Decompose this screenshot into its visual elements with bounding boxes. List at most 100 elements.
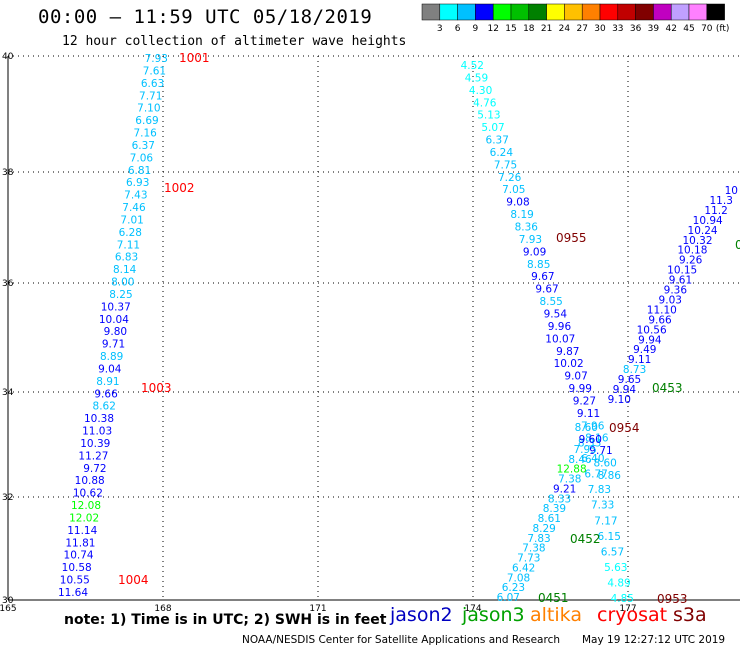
wave-height-value: 6.15 (598, 531, 621, 543)
wave-height-value: 8.60 (593, 458, 616, 470)
legend-cryosat: cryosat (597, 604, 668, 626)
legend-swatch (635, 3, 654, 21)
wave-height-value: 9.80 (104, 326, 127, 338)
wave-height-value: 12.02 (69, 512, 99, 524)
wave-height-value: 9.94 (613, 384, 637, 396)
wave-height-value: 8.62 (93, 401, 116, 413)
legend-tick: 3 (437, 24, 443, 34)
wave-height-value: 7.05 (502, 184, 525, 196)
latitude-label: 36 (2, 279, 14, 289)
wave-height-value: 11.64 (58, 587, 88, 599)
wave-height-value: 7.17 (594, 515, 617, 527)
wave-height-value: 9.94 (638, 334, 662, 346)
wave-height-value: 5.07 (481, 122, 504, 134)
wave-height-value: 7.96 (581, 420, 605, 432)
page-title: 00:00 – 11:59 UTC 05/18/2019 (38, 6, 373, 28)
credit-line: NOAA/NESDIS Center for Satellite Applica… (242, 634, 560, 646)
wave-height-value: 7.33 (591, 500, 614, 512)
wave-height-value: 8.39 (543, 503, 566, 515)
wave-height-value: 10.18 (677, 245, 707, 257)
wave-height-value: 9.03 (659, 294, 682, 306)
generation-timestamp: May 19 12:27:12 UTC 2019 (582, 634, 726, 646)
wave-height-value: 10.04 (99, 314, 129, 326)
wave-height-value: 9.96 (548, 321, 572, 333)
satellite-tracks: 7.937.616.637.717.106.697.166.377.066.81… (58, 53, 738, 605)
wave-height-value: 7.38 (522, 543, 545, 555)
legend-swatch (599, 3, 619, 21)
wave-height-value: 8.55 (539, 296, 562, 308)
legend-tick: 21 (541, 24, 552, 34)
wave-height-value: 10.02 (554, 358, 584, 370)
wave-height-value: 8.85 (527, 259, 550, 271)
longitude-label: 174 (464, 604, 481, 614)
wave-height-value: 10.58 (62, 562, 92, 574)
wave-height-value: 10.38 (84, 413, 114, 425)
wave-height-value: 9.11 (628, 354, 651, 366)
longitude-label: 168 (154, 604, 171, 614)
wave-height-value: 11.3 (710, 195, 733, 207)
latitude-label: 32 (2, 493, 13, 503)
legend-tick: 70 (701, 24, 713, 34)
pass-time-label: 1002 (164, 181, 195, 195)
longitude-label: 177 (619, 604, 636, 614)
wave-height-value: 9.09 (523, 246, 546, 258)
pass-time-label: 0954 (609, 421, 640, 435)
wave-height-value: 8.14 (113, 264, 137, 276)
pass-time-label: 0451 (538, 591, 569, 605)
wave-height-value: 10.07 (545, 333, 575, 345)
footnote: note: 1) Time is in UTC; 2) SWH is in fe… (64, 612, 387, 628)
wave-height-value: 9.61 (669, 275, 692, 287)
wave-height-value: 11.14 (67, 525, 97, 537)
legend-swatch (546, 3, 565, 21)
wave-height-value: 7.46 (122, 202, 146, 214)
legend-swatch (475, 3, 494, 21)
wave-height-value: 10.62 (73, 488, 103, 500)
legend-swatch (492, 3, 512, 21)
wave-height-value: 8.36 (515, 222, 539, 234)
wave-height-value: 8.86 (598, 470, 622, 482)
wave-height-value: 9.66 (648, 314, 672, 326)
wave-height-value: 7.16 (133, 128, 157, 140)
wave-height-value: 10.94 (693, 215, 723, 227)
latitude-label: 34 (2, 388, 14, 398)
pass-time-label: 0452 (570, 532, 601, 546)
wave-height-value: 6.28 (119, 227, 142, 239)
pass-time-label: 1003 (141, 381, 172, 395)
wave-height-value: 7.71 (139, 90, 162, 102)
wave-height-value: 9.07 (564, 371, 587, 383)
legend-swatch (581, 3, 601, 21)
wave-height-value: 9.67 (531, 271, 554, 283)
legend-swatch (688, 3, 708, 21)
wave-height-value: 8.89 (100, 351, 123, 363)
legend-tick: 6 (455, 24, 461, 34)
wave-height-value: 9.72 (83, 463, 106, 475)
pass-time-label: 1001 (179, 51, 210, 65)
wave-height-value: 7.06 (130, 152, 154, 164)
wave-height-value: 4.59 (465, 72, 488, 84)
wave-height-value: 10.88 (75, 475, 105, 487)
wave-height-value: 6.69 (135, 115, 158, 127)
wave-height-value: 5.63 (604, 562, 627, 574)
wave-height-value: 6.77 (584, 469, 607, 481)
wave-height-value: 6.23 (502, 582, 525, 594)
wave-height-value: 10.56 (637, 324, 667, 336)
wave-height-value: 9.65 (618, 374, 641, 386)
page-subtitle: 12 hour collection of altimeter wave hei… (62, 34, 407, 49)
wave-height-value: 11.10 (647, 304, 677, 316)
wave-height-value: 10.15 (667, 265, 697, 277)
wave-height-value: 9.71 (589, 445, 612, 457)
wave-height-value: 10.74 (64, 550, 94, 562)
wave-height-value: 6.40 (581, 453, 604, 465)
legend-swatch (706, 3, 725, 21)
legend-swatch (439, 3, 458, 21)
legend-swatch (670, 3, 690, 21)
wave-height-value: 8.73 (623, 364, 646, 376)
wave-height-value: 7.83 (527, 533, 550, 545)
pass-time-label: 0955 (556, 231, 587, 245)
wave-height-value: 12.08 (71, 500, 101, 512)
wave-height-value: 8.60 (575, 422, 598, 434)
wave-height-value: 7.75 (494, 159, 517, 171)
legend-unit: (ft) (716, 24, 730, 34)
wave-height-value: 6.57 (601, 546, 624, 558)
